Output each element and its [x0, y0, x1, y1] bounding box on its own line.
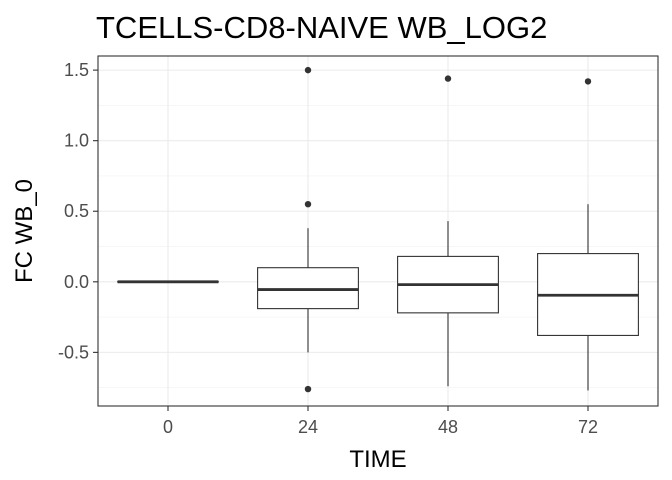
- chart-title: TCELLS-CD8-NAIVE WB_LOG2: [96, 10, 547, 45]
- box-group-48: [397, 75, 499, 387]
- x-tick-label: 72: [578, 417, 598, 437]
- y-tick-label: 0.5: [64, 201, 89, 221]
- x-tick-label: 0: [163, 417, 173, 437]
- y-tick-label: -0.5: [58, 342, 89, 362]
- box-group-72: [537, 78, 639, 391]
- axes-layer: -0.5 0.0 0.5 1.0 1.5 0 24 48 72: [58, 60, 598, 437]
- x-axis-title: TIME: [349, 446, 406, 473]
- outlier-point: [584, 78, 592, 85]
- x-tick-label: 48: [438, 417, 458, 437]
- box-iqr: [257, 267, 359, 310]
- box-group-24: [257, 66, 359, 393]
- y-axis-title: FC WB_0: [11, 179, 38, 283]
- outlier-point: [304, 200, 312, 208]
- outlier-point: [304, 66, 312, 74]
- y-tick-label: 1.0: [64, 131, 89, 151]
- outlier-point: [444, 75, 452, 82]
- y-tick-label: 1.5: [64, 60, 89, 80]
- boxes-layer: [117, 66, 639, 393]
- outlier-point: [304, 385, 312, 393]
- y-tick-label: 0.0: [64, 272, 89, 292]
- x-tick-label: 24: [298, 417, 318, 437]
- panel-border: [97, 55, 659, 407]
